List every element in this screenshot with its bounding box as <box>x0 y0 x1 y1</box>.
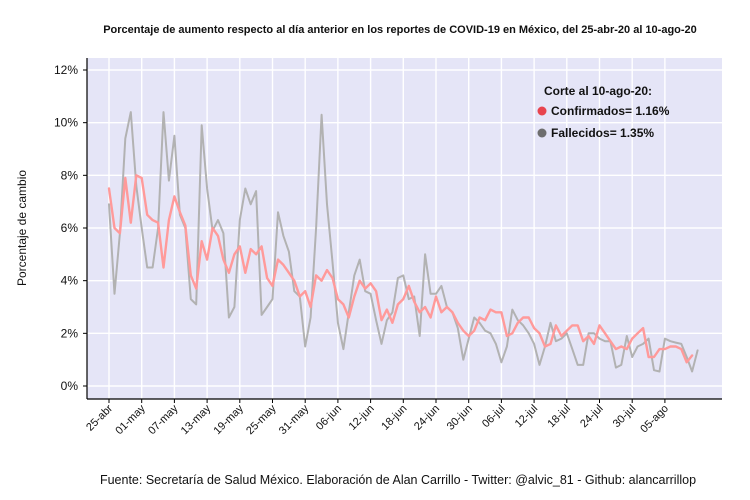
y-axis-label: Porcentaje de cambio <box>15 170 29 286</box>
y-tick-label: 0% <box>61 379 79 393</box>
x-tick-label: 01-may <box>113 402 148 437</box>
series-line-fallecidos <box>108 111 699 373</box>
x-tick-label: 19-may <box>211 402 246 437</box>
y-tick-label: 10% <box>54 116 78 130</box>
x-tick-label: 07-may <box>146 402 181 437</box>
x-tick-label: 24-jul <box>578 403 606 431</box>
x-tick-labels: 25-abr01-may07-may13-may19-may25-may31-m… <box>84 399 671 437</box>
legend-entry-fallecidos: Fallecidos= 1.35% <box>537 126 654 140</box>
y-tick-label: 8% <box>61 168 79 182</box>
y-tick-label: 6% <box>61 221 79 235</box>
y-tick-label: 2% <box>61 326 79 340</box>
legend-entry-confirmados: Confirmados= 1.16% <box>537 104 670 118</box>
legend: Corte al 10-ago-20: Confirmados= 1.16% F… <box>537 84 670 140</box>
x-tick-label: 25-abr <box>84 402 115 433</box>
x-tick-label: 12-jun <box>347 403 377 433</box>
legend-marker-fallecidos <box>537 128 547 138</box>
source-caption: Fuente: Secretaría de Salud México. Elab… <box>100 473 696 487</box>
chart-title: Porcentaje de aumento respecto al día an… <box>103 24 697 36</box>
series-line-confirmados <box>107 174 694 364</box>
x-tick-label: 12-jul <box>513 403 541 431</box>
legend-title: Corte al 10-ago-20: <box>544 84 652 98</box>
x-tick-label: 06-jul <box>480 403 508 431</box>
y-tick-label: 12% <box>54 63 78 77</box>
legend-marker-confirmados <box>537 106 547 116</box>
y-tick-labels: 0% 2% 4% 6% 8% 10% 12% <box>54 63 87 393</box>
legend-label-fallecidos: Fallecidos= 1.35% <box>551 126 654 140</box>
x-tick-label: 30-jul <box>611 403 639 431</box>
x-tick-label: 18-jun <box>379 403 409 433</box>
series-lines <box>107 111 699 373</box>
x-tick-label: 30-jun <box>445 403 475 433</box>
x-tick-label: 24-jun <box>412 403 442 433</box>
x-tick-label: 13-may <box>179 402 214 437</box>
x-tick-label: 31-may <box>277 402 312 437</box>
x-tick-label: 18-jul <box>545 403 573 431</box>
x-tick-label: 25-may <box>244 402 279 437</box>
x-tick-label: 06-jun <box>314 403 344 433</box>
y-tick-label: 4% <box>61 274 79 288</box>
x-tick-label: 05-ago <box>638 403 671 436</box>
legend-label-confirmados: Confirmados= 1.16% <box>551 104 670 118</box>
